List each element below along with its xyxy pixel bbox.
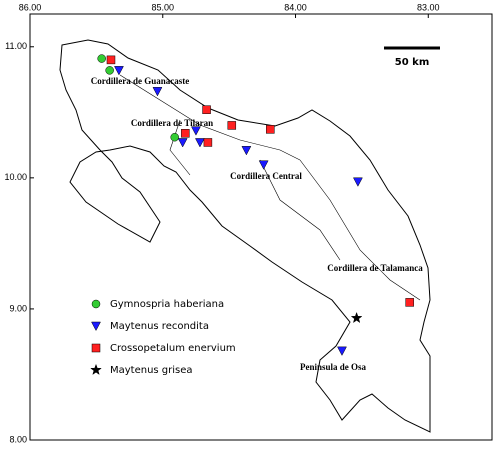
annotation: Peninsula de Osa	[300, 362, 367, 372]
legend-label: Crossopetalum enervium	[110, 343, 236, 354]
marker-circle	[105, 66, 114, 75]
marker-triangle	[258, 160, 269, 170]
marker-star	[90, 363, 102, 376]
marker-triangle	[241, 146, 252, 156]
legend-label: Maytenus grisea	[110, 365, 193, 376]
annotation: Cordillera de Guanacaste	[91, 76, 190, 86]
marker-square	[202, 105, 211, 114]
x-tick-label: 84.00	[284, 2, 307, 12]
marker-triangle	[337, 346, 347, 356]
map-frame	[29, 13, 493, 441]
y-tick-label: 8.00	[9, 434, 27, 444]
x-tick-label: 85.00	[151, 2, 174, 12]
x-tick-label: 86.00	[19, 2, 42, 12]
marker-square	[405, 298, 414, 307]
marker-square	[181, 129, 190, 138]
marker-square	[203, 138, 213, 147]
legend-label: Maytenus recondita	[110, 321, 209, 332]
marker-triangle	[177, 138, 188, 148]
marker-triangle	[352, 177, 363, 187]
coastline	[59, 39, 431, 433]
annotation: Cordillera Central	[230, 171, 302, 181]
marker-triangle	[191, 126, 201, 136]
marker-triangle	[195, 138, 205, 148]
annotation: Cordillera de Talamanca	[327, 263, 423, 273]
marker-square	[266, 125, 275, 134]
marker-square	[91, 343, 101, 353]
y-tick-label: 11.00	[5, 41, 27, 51]
province-border	[119, 74, 421, 301]
y-tick-label: 10.00	[4, 172, 27, 182]
marker-square	[227, 121, 237, 130]
marker-triangle	[152, 87, 163, 97]
marker-triangle	[114, 66, 124, 76]
x-tick-label: 83.00	[417, 2, 440, 12]
marker-circle	[170, 132, 179, 142]
marker-triangle	[91, 321, 101, 332]
legend-label: Gymnospria haberiana	[110, 299, 224, 310]
marker-circle	[91, 299, 101, 309]
marker-star	[350, 311, 363, 324]
annotation: Cordillera de Tilaran	[131, 118, 213, 128]
y-tick-label: 9.00	[9, 303, 27, 313]
marker-circle	[97, 54, 106, 63]
scale-label: 50 km	[395, 57, 429, 68]
marker-square	[106, 55, 116, 65]
